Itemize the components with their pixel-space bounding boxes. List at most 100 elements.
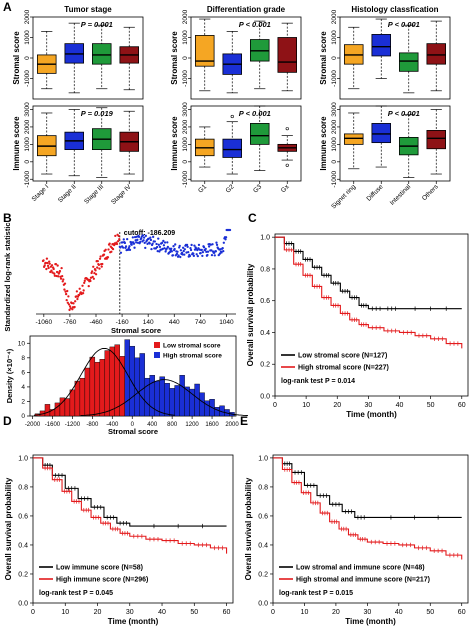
x-tick-label: Stage IV: [110, 183, 133, 206]
log-rank-test: log-rank test P = 0.014: [281, 378, 355, 385]
scatter-point: [115, 242, 119, 246]
histogram-bar: [104, 350, 111, 417]
scatter-point: [92, 265, 95, 268]
outlier-point: [285, 163, 289, 167]
x-axis-label: Time (month): [346, 410, 397, 419]
scatter-point: [123, 241, 127, 245]
y-tick-label: 0: [24, 56, 31, 60]
scatter-point: [99, 255, 102, 258]
scatter-point: [181, 253, 184, 256]
scatter-point: [81, 284, 84, 287]
histogram-bar: [159, 376, 165, 417]
scatter-point: [57, 275, 60, 278]
box-iqr: [426, 130, 446, 150]
scatter-point: [83, 281, 86, 285]
scatter-point: [150, 247, 153, 251]
x-tick-label: -800: [86, 422, 99, 428]
scatter-point: [100, 265, 103, 268]
scatter-point: [89, 279, 92, 283]
y-tick-label: 0: [21, 413, 25, 420]
scatter-point: [53, 272, 56, 275]
scatter-point: [61, 280, 64, 283]
scatter-point: [179, 255, 182, 259]
y-axis-label: Immune score: [319, 116, 328, 171]
x-tick-label: 30: [126, 609, 134, 616]
scatter-point: [146, 242, 149, 246]
y-axis-label: Overall survival probability: [4, 477, 13, 580]
y-tick-label: 0: [182, 160, 189, 164]
y-tick-label: 0.4: [258, 542, 268, 549]
scatter-point: [183, 248, 186, 251]
y-tick-label: 10: [18, 340, 26, 347]
scatter-point: [73, 305, 76, 309]
scatter-point: [166, 245, 170, 249]
y-tick-label: -1000: [182, 171, 189, 188]
x-tick-label: 50: [426, 609, 434, 616]
x-tick-label: G3: [252, 183, 263, 194]
scatter-point: [122, 246, 125, 249]
x-axis-label: Stromal score: [108, 427, 158, 436]
panel-label-a: A: [3, 0, 12, 14]
y-tick-label: -1000: [24, 171, 31, 188]
scatter-point: [116, 239, 120, 243]
scatter-point: [201, 254, 204, 257]
scatter-point: [162, 239, 165, 243]
scatter-point: [199, 252, 202, 255]
scatter-point: [70, 301, 73, 305]
scatter-point: [144, 246, 147, 250]
scatter-point: [97, 263, 101, 266]
scatter-point: [58, 269, 62, 273]
scatter-point: [64, 292, 68, 296]
scatter-point: [157, 237, 160, 240]
scatter-point: [179, 249, 183, 252]
box-gx: [277, 135, 297, 161]
scatter-point: [136, 238, 139, 241]
x-tick-label: Intestinal: [389, 183, 413, 207]
p-value: P < 0.001: [239, 109, 271, 118]
scatter-point: [67, 295, 70, 298]
histogram-bar: [44, 404, 51, 417]
scatter-point: [72, 302, 75, 305]
scatter-point: [142, 239, 145, 242]
x-tick-label: 440: [169, 319, 180, 326]
survival-curve-high: [275, 236, 463, 349]
scatter-point: [118, 237, 121, 241]
scatter-point: [107, 248, 110, 251]
x-tick-label: 20: [332, 609, 340, 616]
y-tick-label: 2000: [331, 119, 338, 134]
box-stage-i: [37, 112, 57, 175]
scatter-point: [144, 234, 147, 237]
scatter-point: [48, 262, 51, 265]
plot-frame: [190, 105, 302, 182]
scatter-point: [214, 250, 218, 253]
box-stage-iv: [119, 110, 140, 175]
scatter-point: [175, 252, 179, 256]
box-diffuse: [371, 18, 391, 79]
box-gx: [277, 22, 297, 92]
box-intestinal: [398, 114, 419, 178]
box-iqr: [371, 123, 391, 144]
box-g1: [194, 18, 215, 92]
x-axis-label: Time (month): [108, 617, 159, 626]
km-plot-C-km: 0.0 0.2 0.4 0.6 0.8 1.0 0 10 20 30 40 50 60 Time (mon…: [246, 233, 469, 419]
legend-label: High stromal and immune score (N=217): [296, 577, 430, 584]
density-curve-high: [80, 379, 249, 417]
scatter-point: [56, 264, 59, 267]
scatter-point: [202, 246, 206, 249]
y-tick-label: 0.4: [260, 330, 270, 337]
box-signet-ring: [343, 112, 364, 170]
column-title: Differentiation grade: [207, 5, 286, 14]
y-tick-label: 3000: [24, 102, 31, 117]
x-tick-label: G2: [225, 183, 236, 194]
x-tick-label: 140: [143, 319, 154, 326]
plot-frame: [272, 454, 469, 604]
x-tick-label: 0: [273, 402, 277, 409]
legend-label: High stromal score: [163, 353, 222, 360]
scatter-point: [200, 248, 203, 252]
scatter-point: [148, 242, 151, 245]
scatter-point: [50, 264, 54, 267]
